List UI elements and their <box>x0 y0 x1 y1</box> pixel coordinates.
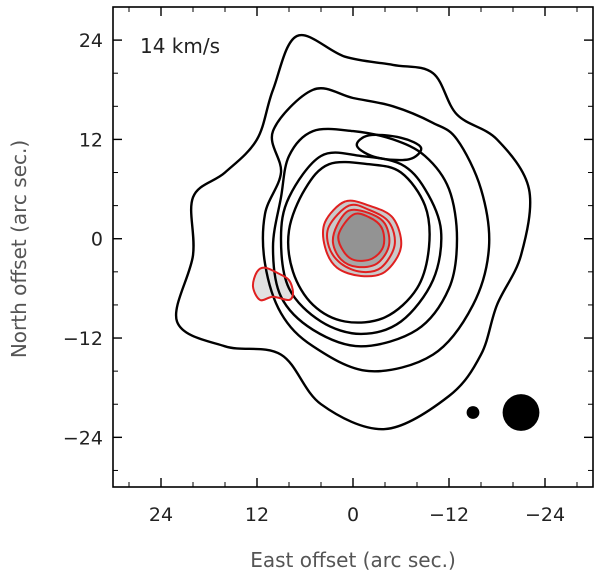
beam-marker-2 <box>502 394 540 431</box>
black-contour-5 <box>287 160 431 324</box>
red-contour-3 <box>331 208 391 269</box>
x-tick-label: 0 <box>347 504 359 526</box>
black-contour-6 <box>355 133 423 162</box>
red-contours <box>251 199 403 302</box>
emission-peak <box>338 213 385 261</box>
tick-labels: 24 12 0 −12 −24 24 12 0 −12 −24 <box>63 30 565 526</box>
beam-marker-1 <box>466 406 480 419</box>
y-tick-label: −24 <box>63 427 103 449</box>
black-contours <box>174 33 532 431</box>
x-tick-label: 24 <box>149 504 173 526</box>
black-contour-3 <box>271 127 459 348</box>
y-tick-label: −12 <box>63 328 103 350</box>
x-tick-label: −12 <box>429 504 469 526</box>
black-contour-2 <box>261 87 491 373</box>
velocity-annotation: 14 km/s <box>140 34 220 58</box>
red-contour-5 <box>251 266 294 302</box>
y-tick-label: 24 <box>79 30 103 52</box>
x-axis-label: East offset (arc sec.) <box>250 548 456 572</box>
axis-ticks <box>113 6 593 487</box>
black-contour-4 <box>279 151 443 336</box>
x-tick-label: 12 <box>245 504 269 526</box>
red-contour-1 <box>322 199 403 278</box>
y-tick-label: 0 <box>91 229 103 251</box>
beam-markers <box>466 394 540 431</box>
y-tick-label: 12 <box>79 129 103 151</box>
x-tick-label: −24 <box>525 504 565 526</box>
red-contour-2 <box>326 203 396 274</box>
black-contour-1 <box>174 33 532 431</box>
red-contour-4 <box>337 212 386 262</box>
y-axis-label: North offset (arc sec.) <box>7 140 31 358</box>
